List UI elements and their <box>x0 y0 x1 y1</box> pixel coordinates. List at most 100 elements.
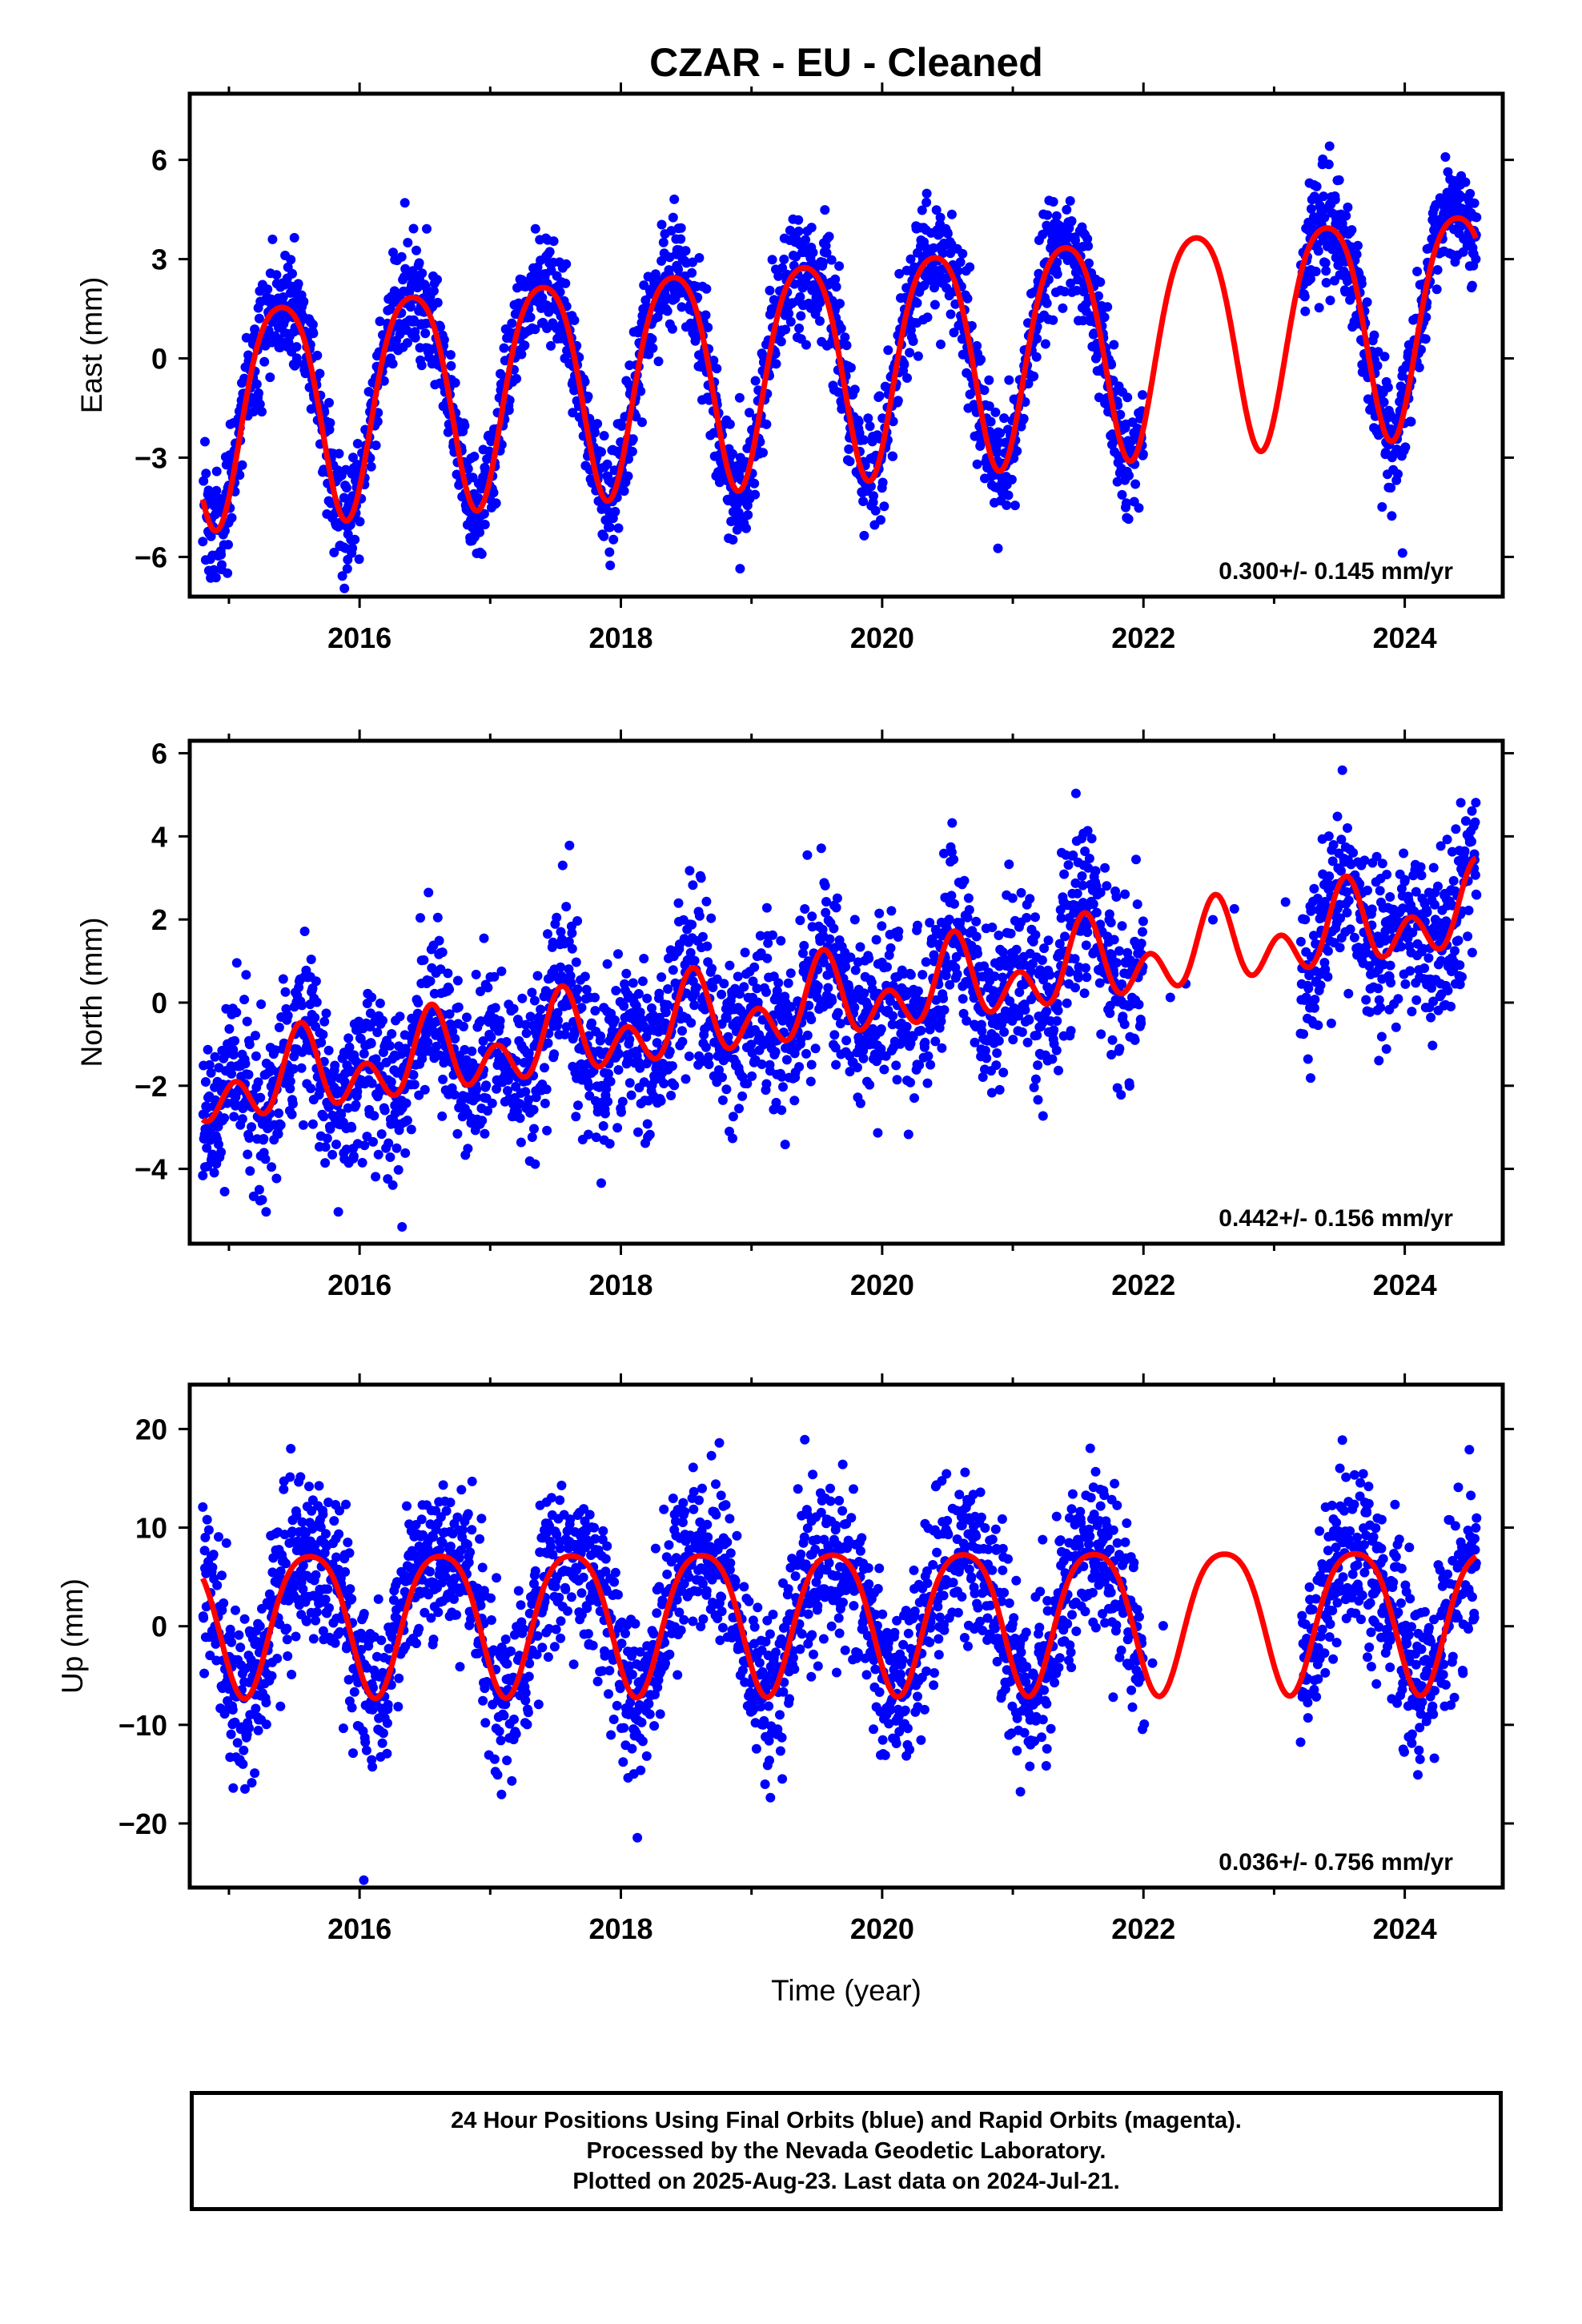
scatter-series-north <box>198 765 1482 1232</box>
data-point <box>491 498 501 509</box>
data-point <box>893 927 904 936</box>
data-point <box>1107 1035 1118 1045</box>
data-point <box>668 965 678 975</box>
data-point <box>994 1084 1005 1095</box>
data-point <box>520 340 530 351</box>
data-point <box>321 1008 331 1019</box>
data-point <box>214 1140 223 1149</box>
data-point <box>611 986 621 995</box>
data-point <box>549 1049 560 1059</box>
data-point <box>1119 1019 1130 1029</box>
data-point <box>1077 871 1087 881</box>
data-point <box>937 1043 947 1053</box>
data-point <box>402 338 412 348</box>
data-point <box>952 969 962 979</box>
data-point <box>658 237 669 247</box>
data-point <box>732 525 742 535</box>
data-point <box>230 1035 240 1046</box>
data-point <box>541 1084 552 1095</box>
data-point <box>994 1035 1004 1046</box>
data-point <box>833 1007 843 1018</box>
data-point <box>1229 903 1239 914</box>
data-point <box>1134 999 1144 1010</box>
data-point <box>1208 915 1218 925</box>
data-point <box>666 1091 677 1100</box>
data-point <box>891 1060 901 1071</box>
data-point <box>610 1015 620 1025</box>
data-point <box>913 351 923 361</box>
data-point <box>1114 1043 1125 1054</box>
data-point <box>984 375 994 385</box>
data-point <box>617 1096 628 1107</box>
data-point <box>712 364 722 374</box>
data-point <box>481 1080 492 1091</box>
data-point <box>637 976 648 987</box>
data-point <box>434 935 444 946</box>
data-point <box>888 1011 898 1021</box>
data-point <box>888 451 898 461</box>
data-point <box>1020 1005 1030 1015</box>
data-point <box>624 1035 635 1044</box>
y-tick-label: 3 <box>151 243 167 276</box>
data-point <box>229 1112 239 1122</box>
data-point <box>869 491 878 501</box>
data-point <box>419 955 429 965</box>
data-point <box>1089 328 1099 339</box>
data-point <box>1058 303 1068 313</box>
data-point <box>459 1021 468 1031</box>
data-point <box>366 461 376 472</box>
data-point <box>1083 241 1094 251</box>
data-point <box>950 299 961 309</box>
data-point <box>810 1043 821 1054</box>
data-point <box>257 1195 267 1205</box>
data-point <box>379 1105 390 1116</box>
data-point <box>1471 254 1481 264</box>
data-point <box>992 1048 1002 1058</box>
data-point <box>291 342 302 352</box>
data-point <box>743 510 753 520</box>
data-point <box>452 1128 463 1139</box>
data-point <box>1052 257 1062 267</box>
data-point <box>1059 869 1070 879</box>
data-point <box>1104 909 1114 919</box>
data-point <box>717 1095 728 1105</box>
data-point <box>438 1074 448 1084</box>
data-point <box>422 223 432 234</box>
data-point <box>473 493 484 503</box>
data-point <box>387 359 398 369</box>
data-point <box>200 1077 211 1087</box>
data-point <box>1306 1073 1315 1084</box>
data-point <box>1062 204 1072 215</box>
data-point <box>701 310 711 320</box>
data-point <box>749 962 760 972</box>
data-point <box>1299 292 1310 302</box>
data-point <box>525 1011 536 1022</box>
data-point <box>773 271 784 281</box>
data-point <box>806 223 817 233</box>
data-point <box>1066 1026 1076 1036</box>
data-point <box>271 1045 280 1055</box>
data-point <box>888 416 898 427</box>
data-point <box>750 376 761 386</box>
data-point <box>329 547 339 557</box>
data-point <box>1280 897 1291 907</box>
data-point <box>1324 871 1335 882</box>
data-point <box>1066 216 1077 226</box>
data-point <box>1379 397 1389 408</box>
data-point <box>312 350 323 360</box>
data-point <box>204 1059 215 1070</box>
data-point <box>1367 402 1377 412</box>
data-point <box>1060 931 1070 942</box>
data-point <box>223 568 233 578</box>
data-point <box>561 259 572 269</box>
data-point <box>709 356 719 366</box>
data-point <box>239 995 250 1005</box>
data-point <box>691 983 701 993</box>
data-point <box>976 354 986 364</box>
data-point <box>217 560 227 570</box>
data-point <box>1340 287 1351 297</box>
data-point <box>687 267 697 278</box>
data-point <box>395 1011 405 1022</box>
data-point <box>287 1109 297 1120</box>
